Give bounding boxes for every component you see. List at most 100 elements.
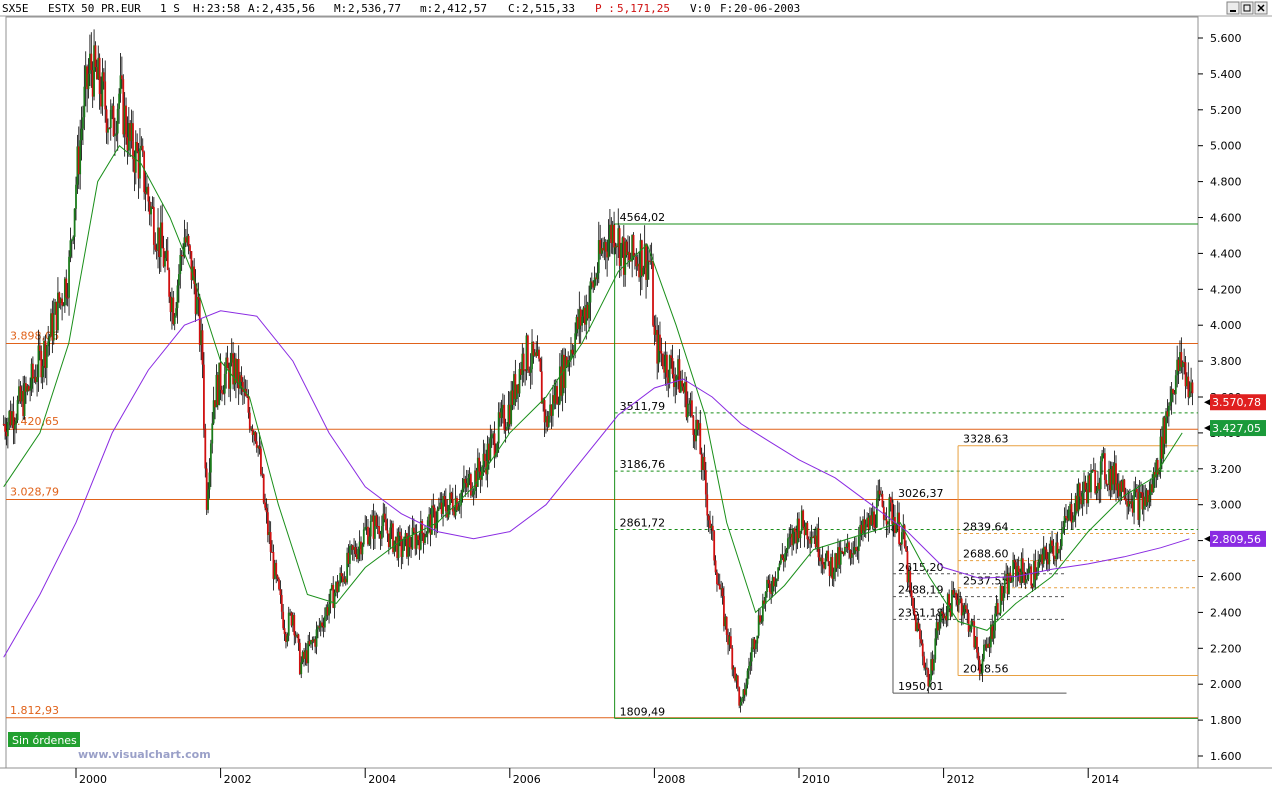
- candle-body: [371, 515, 374, 521]
- candle-body: [86, 66, 89, 90]
- candle-body: [69, 240, 72, 257]
- candle-body: [228, 368, 230, 389]
- candle-body: [746, 670, 749, 685]
- header-close-label: C:: [508, 2, 521, 15]
- candle-body: [878, 490, 881, 495]
- candle-body: [1048, 552, 1051, 565]
- candle-body: [424, 537, 426, 544]
- restore-icon[interactable]: [1240, 1, 1254, 15]
- plot-area[interactable]: 3.898,06 3.420,65 3.028,79 1.812,93 4564,02 3…: [2, 16, 1199, 769]
- candle-body: [89, 53, 91, 74]
- candle-body: [47, 341, 50, 347]
- candle-body: [709, 520, 711, 529]
- time-axis[interactable]: 2000 2002 2004 2006 2008 2010 2012 2014: [0, 767, 1272, 786]
- orders-badge[interactable]: Sin órdenes: [8, 732, 80, 747]
- candle-body: [862, 519, 864, 534]
- candle-body: [761, 600, 764, 622]
- candle-body: [798, 518, 800, 539]
- candle-body: [1101, 453, 1104, 462]
- candle-body: [1135, 488, 1138, 493]
- candle-body: [30, 363, 33, 389]
- candle-body: [1173, 393, 1176, 395]
- candle-body: [159, 222, 162, 257]
- candle-body: [456, 497, 458, 511]
- candle-body: [977, 652, 980, 661]
- x-tick-label-0: 2000: [79, 773, 107, 786]
- candle-body: [230, 353, 233, 363]
- candle-body: [704, 470, 707, 495]
- candle-body: [323, 616, 326, 628]
- candle-body: [147, 186, 150, 202]
- candle-body: [1020, 558, 1023, 583]
- candle-body: [239, 375, 241, 389]
- candle-body: [1184, 362, 1187, 387]
- candle-body: [625, 241, 628, 256]
- y-tick-label-18: 2.000: [1210, 678, 1242, 691]
- candle-body: [539, 358, 542, 372]
- minimize-icon[interactable]: [1226, 1, 1240, 15]
- candle-body: [770, 592, 773, 594]
- candle-body: [469, 474, 472, 496]
- candle-body: [873, 511, 875, 528]
- candle-body: [102, 72, 105, 82]
- close-icon[interactable]: [1254, 1, 1268, 15]
- candle-body: [589, 281, 592, 303]
- candle-body: [841, 550, 844, 552]
- candle-body: [788, 537, 791, 539]
- candle-body: [508, 404, 511, 425]
- header-high-label: M:: [334, 2, 347, 15]
- candle-body: [157, 227, 159, 251]
- candle-body: [62, 305, 65, 307]
- candle-body: [1076, 495, 1078, 512]
- candle-body: [842, 551, 845, 555]
- candle-body: [909, 571, 912, 591]
- candle-body: [1158, 471, 1161, 475]
- candle-body: [784, 553, 786, 562]
- candle-body: [290, 612, 293, 626]
- candle-body: [563, 354, 565, 388]
- candle-body: [538, 349, 540, 359]
- candle-body: [588, 302, 590, 319]
- candle-body: [350, 545, 353, 547]
- candle-body: [596, 273, 599, 280]
- candle-body: [920, 639, 923, 644]
- candle-body: [999, 585, 1002, 614]
- candle-body: [984, 644, 987, 646]
- candle-body: [695, 419, 698, 442]
- candle-body: [1120, 481, 1123, 492]
- candle-body: [1059, 546, 1062, 550]
- candle-body: [132, 123, 134, 160]
- candle-body: [938, 622, 941, 631]
- candle-body: [1056, 542, 1059, 554]
- candle-body: [1038, 559, 1041, 563]
- candle-body: [880, 493, 882, 495]
- candle-body: [528, 369, 531, 373]
- watermark: www.visualchart.com: [78, 748, 211, 761]
- x-tick-label-4: 2008: [657, 773, 685, 786]
- candle-body: [172, 297, 175, 325]
- candle-body: [558, 366, 561, 404]
- candle-body: [411, 527, 414, 549]
- candle-body: [1016, 565, 1019, 577]
- candle-body: [995, 603, 998, 614]
- candle-body: [16, 400, 19, 421]
- moving-average-0[interactable]: [3, 144, 1183, 631]
- candle-body: [656, 329, 659, 364]
- candle-body: [20, 390, 23, 402]
- moving-average-1[interactable]: [3, 310, 1190, 658]
- candle-body: [1160, 436, 1163, 459]
- candle-body: [301, 651, 304, 663]
- candle-body: [269, 532, 272, 552]
- candle-body: [786, 538, 789, 550]
- candle-body: [642, 267, 645, 276]
- candle-body: [1108, 469, 1110, 485]
- candle-body: [912, 598, 914, 609]
- candle-body: [727, 634, 729, 645]
- candle-body: [732, 667, 735, 670]
- candle-body: [803, 526, 806, 536]
- candle-body: [91, 70, 94, 97]
- candle-body: [208, 472, 211, 490]
- candle-body: [611, 224, 614, 243]
- candle-body: [465, 483, 468, 488]
- y-tick-label-20: 1.600: [1210, 750, 1242, 763]
